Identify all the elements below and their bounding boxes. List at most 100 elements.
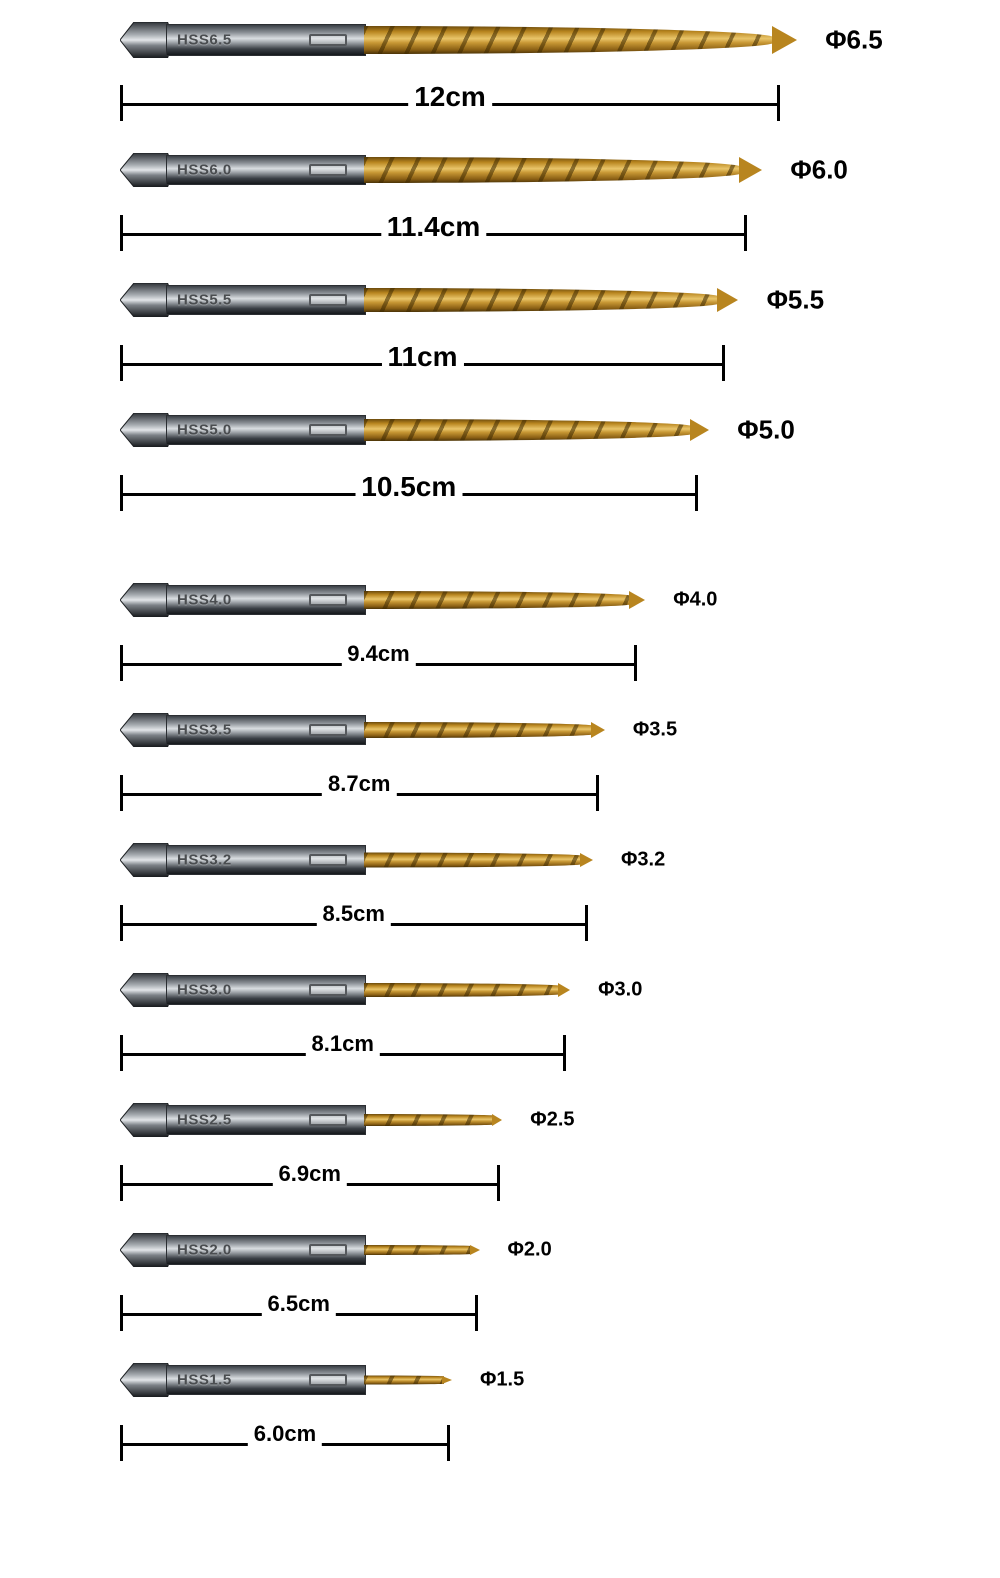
shank-etch-label: HSS3.5 xyxy=(177,722,232,739)
dim-tick-right xyxy=(634,645,637,681)
bit-tip-icon xyxy=(739,157,762,183)
shank-slot-icon xyxy=(309,594,347,606)
flute xyxy=(364,591,631,609)
hex-shank-icon xyxy=(120,1233,170,1267)
shank-etch-label: HSS4.0 xyxy=(177,592,232,609)
flute xyxy=(364,1245,472,1255)
shank-etch-label: HSS1.5 xyxy=(177,1372,232,1389)
length-label: 11cm xyxy=(381,341,463,373)
shank-slot-icon xyxy=(309,1374,347,1386)
shank-slot-icon xyxy=(309,1244,347,1256)
hex-shank-icon xyxy=(120,22,170,58)
flute xyxy=(364,1376,444,1385)
flute xyxy=(364,26,774,54)
length-label: 10.5cm xyxy=(355,471,462,503)
shank-slot-icon xyxy=(309,984,347,996)
length-label: 6.9cm xyxy=(273,1161,347,1187)
shank: HSS5.5 xyxy=(166,285,366,315)
bit-tip-icon xyxy=(558,983,570,997)
diameter-label: Φ3.2 xyxy=(621,849,665,872)
dimension-line: 11.4cm xyxy=(120,215,747,265)
flute xyxy=(364,722,593,738)
length-label: 8.7cm xyxy=(322,771,396,797)
flute xyxy=(364,419,692,441)
bit-tip-icon xyxy=(492,1114,502,1126)
shank: HSS6.0 xyxy=(166,155,366,185)
bit-tip-icon xyxy=(580,853,593,867)
dim-tick-right xyxy=(744,215,747,251)
dim-tick-left xyxy=(120,85,123,121)
diameter-label: Φ1.5 xyxy=(480,1369,524,1392)
diameter-label: Φ5.0 xyxy=(737,415,794,446)
shank: HSS3.5 xyxy=(166,715,366,745)
dim-tick-right xyxy=(475,1295,478,1331)
dim-tick-left xyxy=(120,1295,123,1331)
dim-tick-left xyxy=(120,345,123,381)
shank: HSS1.5 xyxy=(166,1365,366,1395)
dimension-line: 6.5cm xyxy=(120,1295,478,1345)
dim-tick-right xyxy=(585,905,588,941)
bit-tip-icon xyxy=(591,722,605,738)
bit-tip-icon xyxy=(717,288,738,312)
dimension-line: 8.1cm xyxy=(120,1035,566,1085)
flute xyxy=(364,288,719,312)
bit-tip-icon xyxy=(629,591,645,609)
hex-shank-icon xyxy=(120,413,170,447)
dimension-line: 6.9cm xyxy=(120,1165,500,1215)
shank-etch-label: HSS2.0 xyxy=(177,1242,232,1259)
shank-slot-icon xyxy=(309,724,347,736)
diameter-label: Φ2.5 xyxy=(530,1109,574,1132)
flute xyxy=(364,1114,494,1126)
dimension-line: 10.5cm xyxy=(120,475,698,525)
hex-shank-icon xyxy=(120,1363,170,1397)
shank-etch-label: HSS6.5 xyxy=(177,32,232,49)
shank-etch-label: HSS3.0 xyxy=(177,982,232,999)
dimension-line: 9.4cm xyxy=(120,645,637,695)
length-label: 6.5cm xyxy=(262,1291,336,1317)
hex-shank-icon xyxy=(120,1103,170,1137)
dim-tick-left xyxy=(120,775,123,811)
dim-tick-left xyxy=(120,1165,123,1201)
dimension-line: 12cm xyxy=(120,85,780,135)
bit-tip-icon xyxy=(690,419,709,441)
diameter-label: Φ3.5 xyxy=(633,719,677,742)
bit-tip-icon xyxy=(442,1376,452,1384)
hex-shank-icon xyxy=(120,713,170,747)
dim-tick-left xyxy=(120,215,123,251)
hex-shank-icon xyxy=(120,153,170,187)
dim-tick-right xyxy=(497,1165,500,1201)
shank-etch-label: HSS6.0 xyxy=(177,162,232,179)
shank: HSS2.0 xyxy=(166,1235,366,1265)
flute xyxy=(364,983,560,997)
diameter-label: Φ2.0 xyxy=(508,1239,552,1262)
dimension-line: 8.7cm xyxy=(120,775,599,825)
dim-tick-left xyxy=(120,645,123,681)
shank-slot-icon xyxy=(309,1114,347,1126)
dim-tick-right xyxy=(695,475,698,511)
hex-shank-icon xyxy=(120,843,170,877)
length-label: 9.4cm xyxy=(341,641,415,667)
shank: HSS3.0 xyxy=(166,975,366,1005)
shank-slot-icon xyxy=(309,34,347,46)
flute xyxy=(364,853,582,868)
diameter-label: Φ4.0 xyxy=(673,589,717,612)
dim-tick-left xyxy=(120,475,123,511)
length-label: 8.1cm xyxy=(306,1031,380,1057)
dimension-line: 6.0cm xyxy=(120,1425,450,1475)
shank-slot-icon xyxy=(309,854,347,866)
dim-tick-right xyxy=(777,85,780,121)
shank: HSS5.0 xyxy=(166,415,366,445)
diameter-label: Φ5.5 xyxy=(767,285,824,316)
shank-etch-label: HSS2.5 xyxy=(177,1112,232,1129)
dim-tick-left xyxy=(120,905,123,941)
shank: HSS6.5 xyxy=(166,24,366,56)
hex-shank-icon xyxy=(120,283,170,317)
dim-tick-right xyxy=(563,1035,566,1071)
shank-slot-icon xyxy=(309,164,347,176)
diameter-label: Φ6.5 xyxy=(825,25,882,56)
dim-tick-right xyxy=(447,1425,450,1461)
dim-tick-left xyxy=(120,1425,123,1461)
dim-tick-right xyxy=(722,345,725,381)
dim-tick-right xyxy=(596,775,599,811)
dim-tick-left xyxy=(120,1035,123,1071)
